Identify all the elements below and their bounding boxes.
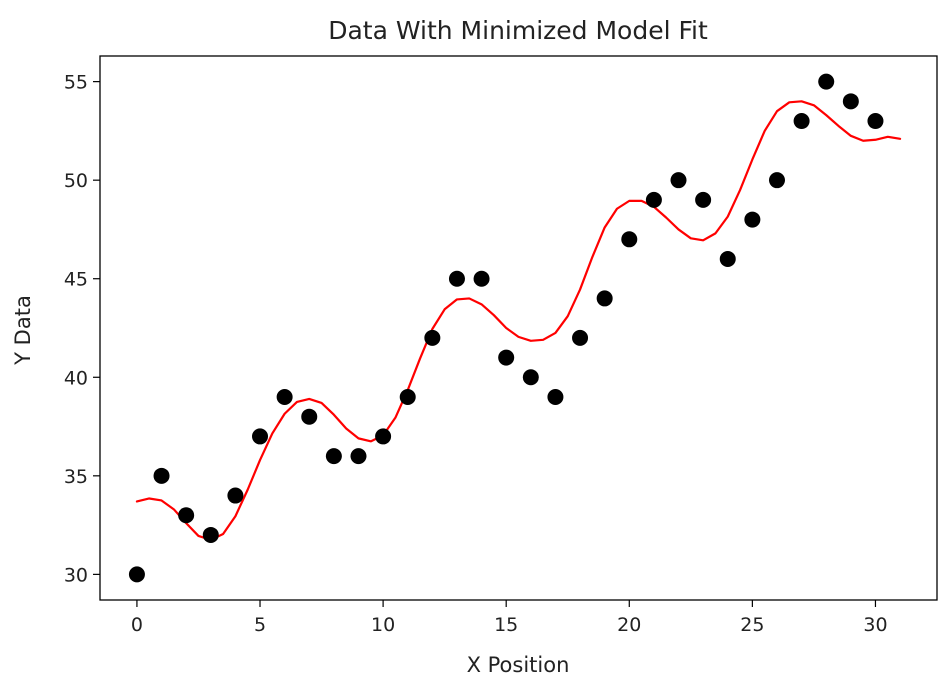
x-tick-label: 20 [617,614,641,636]
data-point [227,487,244,504]
data-point [645,191,662,208]
data-point [547,388,564,405]
data-point [153,467,170,484]
data-point [325,448,342,465]
data-point [867,113,884,130]
y-tick-label: 55 [64,72,88,94]
data-point [842,93,859,110]
x-tick-label: 15 [494,614,518,636]
x-tick-label: 25 [740,614,764,636]
data-point [818,73,835,90]
axes-frame [99,55,938,601]
data-point [719,251,736,268]
y-tick-label: 40 [64,367,88,389]
data-point [498,349,515,366]
data-point [744,211,761,228]
y-axis-label: Y Data [11,295,35,366]
data-point [128,566,145,583]
y-tick-label: 35 [64,466,88,488]
y-tick-label: 50 [64,170,88,192]
data-point [768,172,785,189]
data-point [793,113,810,130]
data-point [695,191,712,208]
y-tick-label: 30 [64,564,88,586]
chart-title: Data With Minimized Model Fit [328,16,708,45]
data-point [621,231,638,248]
x-tick-label: 30 [863,614,887,636]
data-point [424,329,441,346]
data-point [572,329,589,346]
x-tick-label: 10 [371,614,395,636]
data-point [473,270,490,287]
data-point [522,369,539,386]
model-fit-line [135,100,902,541]
data-point [448,270,465,287]
data-point [375,428,392,445]
data-point [670,172,687,189]
y-tick-label: 45 [64,269,88,291]
x-tick-label: 5 [254,614,266,636]
x-tick-label: 0 [131,614,143,636]
data-point [252,428,269,445]
plot-area: 0 5 10 15 20 25 30 30 35 40 45 50 55 [64,55,938,636]
data-point [399,388,416,405]
x-axis-label: X Position [467,653,570,677]
data-point [301,408,318,425]
data-point [276,388,293,405]
data-point [178,507,195,524]
data-point [350,448,367,465]
data-point [596,290,613,307]
data-point [202,526,219,543]
